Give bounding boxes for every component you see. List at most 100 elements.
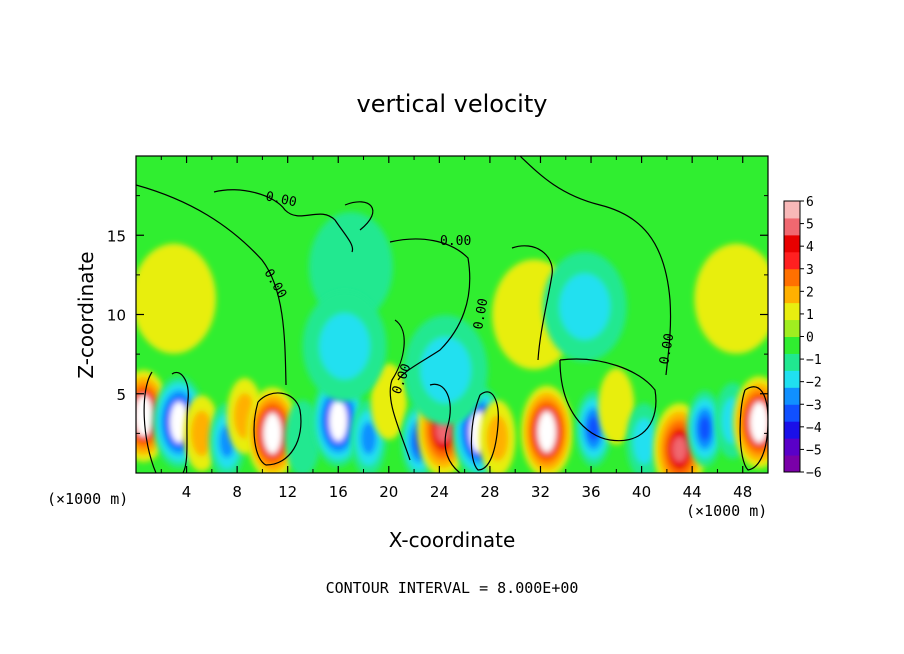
field-peak-core [169, 401, 189, 443]
field-contour-band [420, 336, 471, 403]
field-contour-band [587, 415, 600, 442]
field-feature [694, 243, 768, 354]
x-tick-label: 48 [733, 483, 752, 501]
contour-label: 0.00 [440, 234, 471, 249]
chart-title: vertical velocity [357, 90, 548, 118]
field-peak-core [263, 412, 282, 455]
x-tick-label: 28 [480, 483, 499, 501]
colorbar-swatch [784, 268, 800, 287]
field-contour-band [598, 368, 635, 445]
field-contour-band [360, 421, 377, 455]
field-feature [598, 368, 635, 445]
colorbar-swatch [784, 234, 800, 253]
colorbar-tick-label: −3 [806, 398, 822, 413]
field-contour-band [559, 273, 610, 340]
colorbar-swatch [784, 336, 800, 354]
field-feature [246, 387, 299, 473]
field-feature [626, 403, 663, 473]
x-axis-label: X-coordinate [389, 528, 516, 552]
colorbar-tick-label: 2 [806, 285, 814, 300]
colorbar-swatch [784, 285, 800, 304]
colorbar-tick-label: −1 [806, 353, 822, 368]
x-tick-label: 44 [683, 483, 702, 501]
y-tick-label: 10 [107, 307, 126, 325]
x-unit-label: (×1000 m) [47, 490, 128, 508]
field-feature [686, 390, 723, 467]
field-peak-core [750, 401, 768, 443]
contour-interval-note: CONTOUR INTERVAL = 8.000E+00 [326, 579, 579, 597]
field-feature [370, 363, 407, 440]
y-tick-label: 15 [107, 227, 126, 245]
contour-label: 0.00 [471, 297, 491, 330]
field-feature [284, 400, 321, 473]
colorbar-tick-label: −2 [806, 376, 822, 391]
x-tick-label: 16 [329, 483, 348, 501]
zero-contour-line [389, 319, 411, 461]
field-contour-band [136, 243, 216, 354]
colorbar-tick-label: 4 [806, 240, 814, 255]
field-contour-band [190, 410, 213, 457]
colorbar-swatch [784, 370, 800, 388]
zero-contour-line [213, 189, 354, 253]
zero-contours [136, 156, 768, 473]
y-axis-label: Z-coordinate [74, 251, 98, 378]
colorbar-swatch [784, 404, 800, 422]
zero-contour-line [253, 392, 302, 466]
colorbar-swatch [784, 438, 800, 456]
field-contour-band [284, 400, 321, 473]
x-axis-ticks: 4 8 12 16 20 24 28 32 36 40 44 48 [160, 156, 752, 501]
field-contour-band [486, 415, 509, 461]
velocity-field [136, 211, 768, 473]
colorbar: 6 5 4 3 2 1 0 −1 −2 −3 −4 −5 −6 [783, 195, 822, 481]
x-tick-label: 24 [430, 483, 449, 501]
x-tick-label: 20 [379, 483, 398, 501]
x-tick-label: 32 [531, 483, 550, 501]
field-peak-core [136, 395, 153, 437]
colorbar-tick-label: −4 [806, 421, 822, 436]
colorbar-tick-label: 5 [806, 218, 814, 233]
colorbar-swatch [784, 201, 800, 219]
field-contour-band [308, 211, 393, 322]
field-feature [403, 314, 488, 425]
x-tick-label: 4 [182, 483, 192, 501]
x-tick-label: 36 [581, 483, 600, 501]
field-feature [136, 243, 216, 354]
field-feature [479, 400, 516, 473]
field-contour-band [370, 363, 407, 440]
y-tick-label: 5 [116, 386, 126, 404]
field-peak-core [537, 411, 556, 453]
colorbar-tick-label: −6 [806, 466, 822, 481]
colorbar-swatch [784, 387, 800, 405]
field-contour-band [319, 313, 370, 380]
zero-contour-line [559, 358, 657, 442]
colorbar-tick-label: 3 [806, 263, 814, 278]
colorbar-swatch [784, 302, 800, 321]
x-tick-label: 12 [278, 483, 297, 501]
colorbar-swatch [784, 353, 800, 371]
colorbar-swatch [784, 455, 800, 473]
field-contour-band [633, 418, 655, 465]
x-tick-label: 40 [632, 483, 651, 501]
zero-contour-line [136, 184, 287, 386]
y-axis-ticks: 5 10 15 [107, 195, 768, 434]
field-feature [302, 291, 387, 402]
field-contour-band [672, 436, 687, 462]
contour-label: 0.00 [264, 189, 298, 210]
colorbar-swatch [784, 421, 800, 439]
field-contour-band [698, 415, 711, 442]
field-feature [308, 211, 393, 322]
colorbar-tick-label: 1 [806, 308, 814, 323]
zero-contour-line [519, 156, 672, 376]
colorbar-swatch [784, 319, 800, 337]
zero-contour-line [389, 238, 471, 381]
field-feature [520, 385, 573, 473]
colorbar-swatch [784, 217, 800, 236]
zero-contour-line [429, 383, 461, 473]
field-feature [542, 251, 627, 362]
zero-contour-line [171, 371, 189, 473]
zero-contour-line [511, 245, 553, 361]
zero-contour-line [344, 201, 374, 231]
colorbar-tick-label: 0 [806, 331, 814, 346]
colorbar-tick-label: −5 [806, 443, 822, 458]
